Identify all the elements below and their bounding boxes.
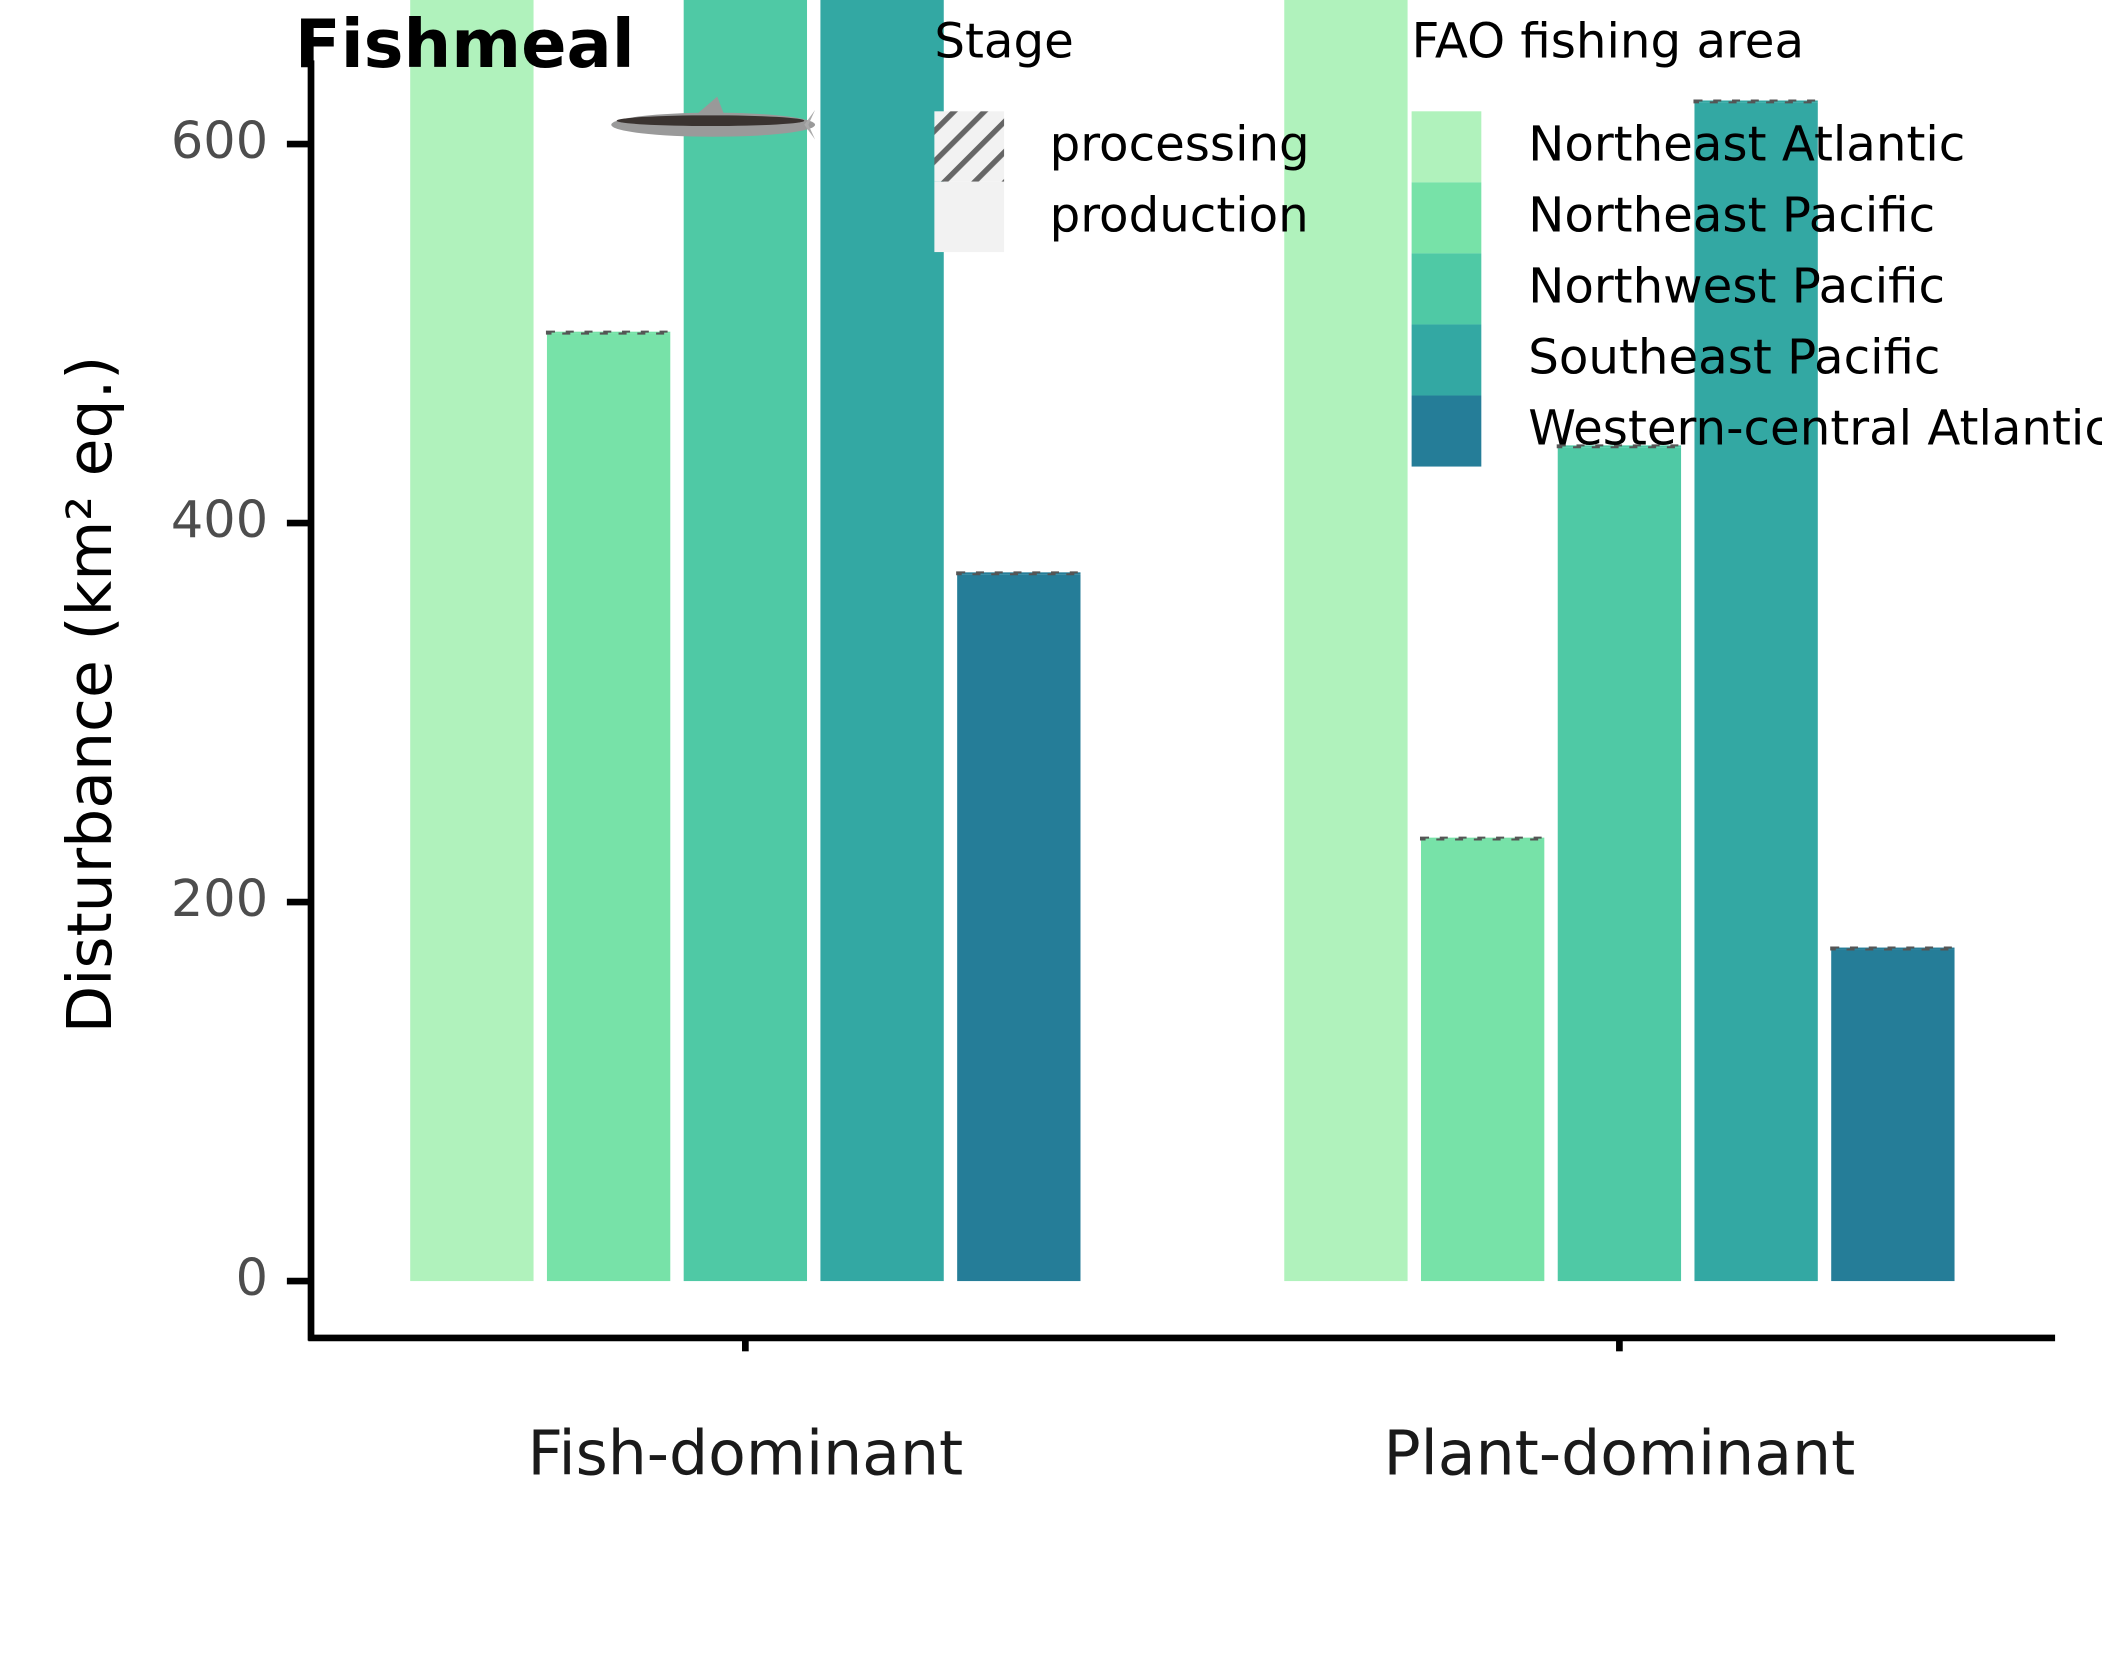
y-axis-title: Disturbance (km² eq.) <box>54 356 126 1034</box>
bar-production <box>1284 0 1408 1282</box>
area-legend-key <box>1411 182 1482 254</box>
x-tick-label: Plant-dominant <box>1384 1417 1856 1489</box>
bar-processing <box>1830 946 1956 951</box>
area-legend-label: Western-central Atlantic <box>1528 401 2102 457</box>
area-legend-label: Southeast Pacific <box>1528 330 1940 386</box>
bar-processing <box>1419 836 1546 841</box>
bar-production <box>820 0 944 1282</box>
bar-production <box>1831 949 1955 1282</box>
area-legend-key <box>1411 324 1482 396</box>
area-legend-label: Northeast Pacific <box>1528 188 1935 244</box>
area-legend-label: Northwest Pacific <box>1528 259 1945 315</box>
y-tick-label: 400 <box>171 491 268 550</box>
bar-processing <box>545 330 672 335</box>
area-legend-key <box>1411 395 1482 467</box>
stage-legend-label: processing <box>1050 117 1310 173</box>
area-legend-title: FAO fishing area <box>1412 13 1804 69</box>
bar-processing <box>956 571 1082 576</box>
x-tick-label: Fish-dominant <box>527 1417 963 1489</box>
bar-production <box>1694 102 1818 1282</box>
stage-legend-label: production <box>1050 188 1309 244</box>
fish-icon <box>611 96 816 140</box>
stage-legend-key <box>934 181 1005 253</box>
bar-production <box>1420 839 1545 1282</box>
y-tick-label: 200 <box>171 870 268 929</box>
area-legend-key <box>1411 111 1482 183</box>
bar-production <box>1557 447 1682 1282</box>
stage-legend-title: Stage <box>934 13 1073 69</box>
y-tick-label: 600 <box>171 112 268 171</box>
bar-production <box>683 0 808 1282</box>
area-legend-key <box>1411 253 1482 325</box>
bar-production <box>957 574 1081 1282</box>
bar-production <box>410 0 534 1282</box>
bar-processing <box>1556 444 1683 449</box>
stage-legend-key <box>934 111 1005 182</box>
area-legend-label: Northeast Atlantic <box>1528 117 1965 173</box>
chart-title: Fishmeal <box>295 5 635 83</box>
bar-processing <box>1693 99 1819 104</box>
y-tick-label: 0 <box>236 1249 268 1308</box>
bar-production <box>546 333 671 1282</box>
